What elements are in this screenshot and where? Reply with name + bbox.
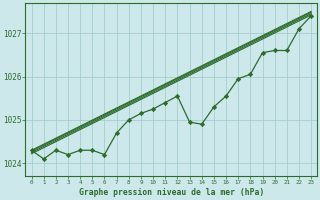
X-axis label: Graphe pression niveau de la mer (hPa): Graphe pression niveau de la mer (hPa) xyxy=(79,188,264,197)
